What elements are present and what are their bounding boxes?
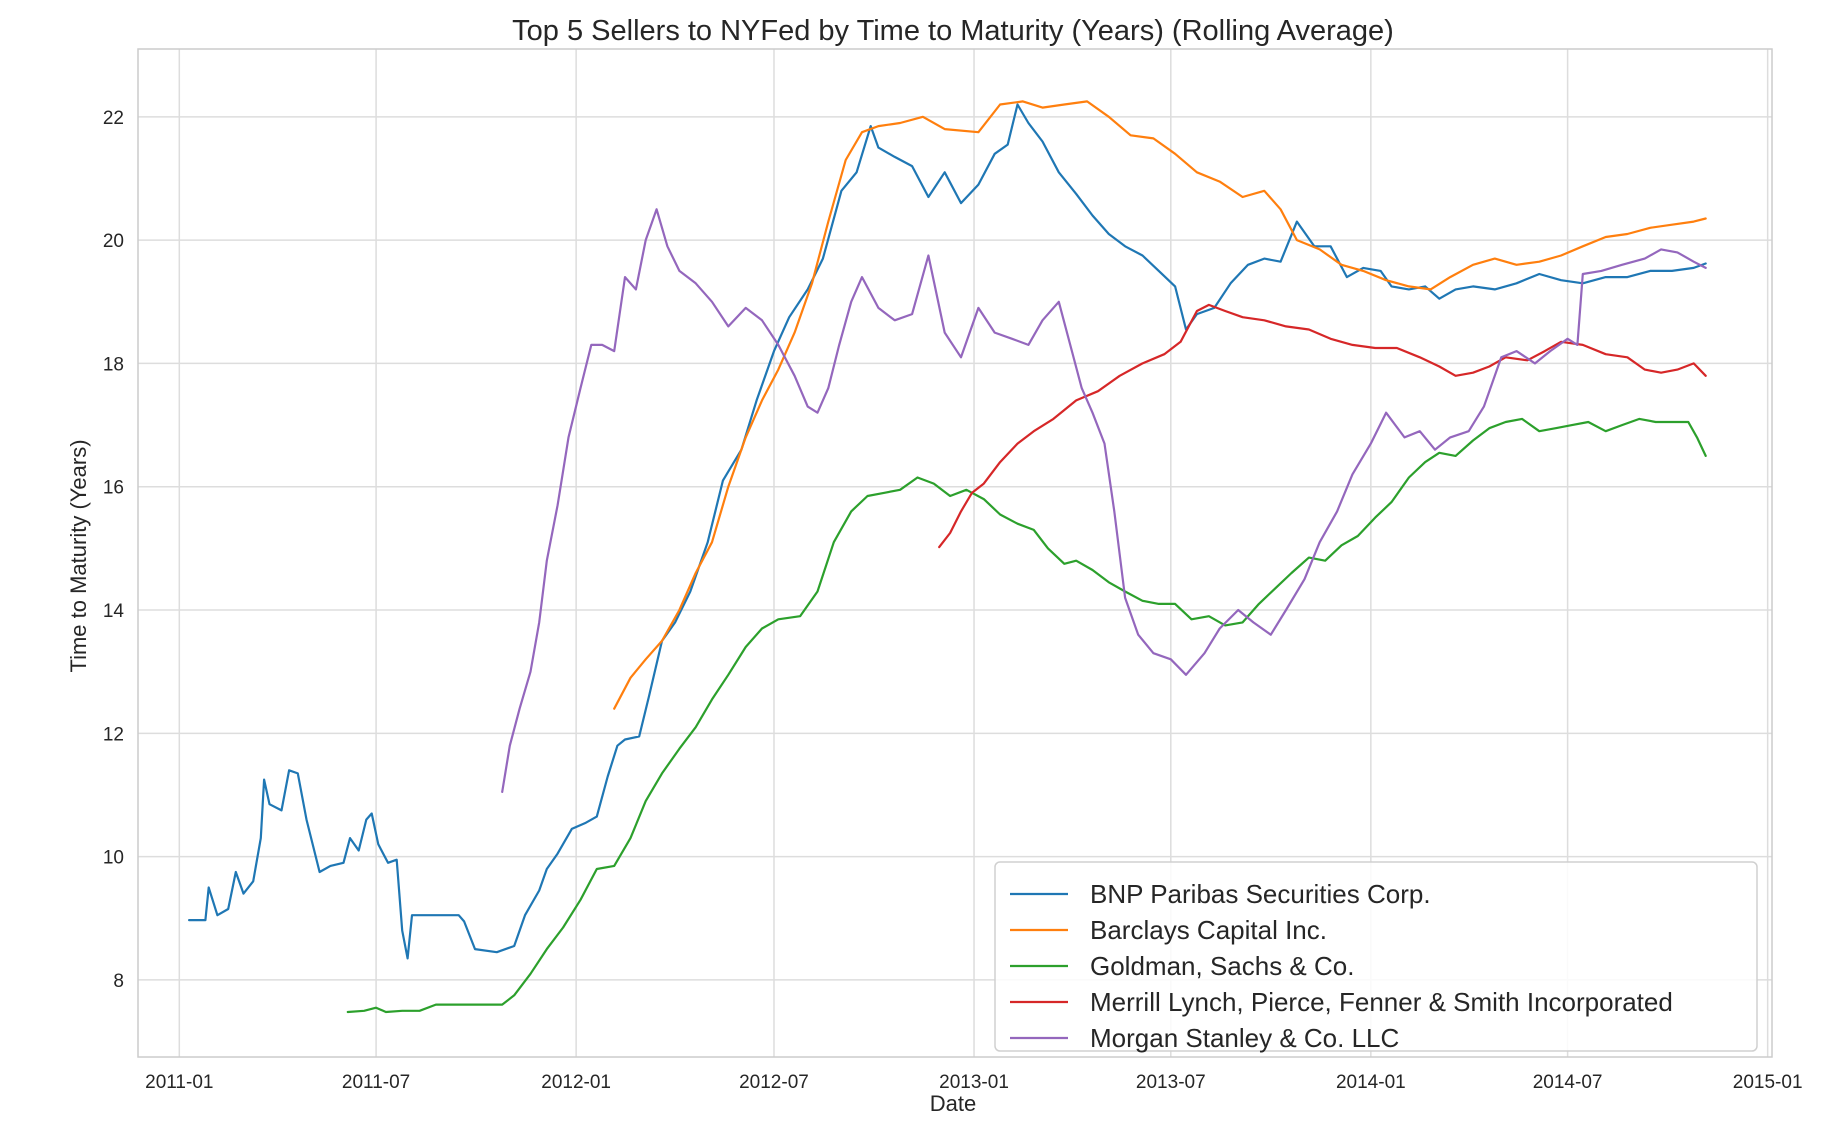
legend: BNP Paribas Securities Corp. Barclays Cap… xyxy=(994,861,1758,1053)
legend-entries: BNP Paribas Securities Corp. Barclays Cap… xyxy=(1010,879,1673,1053)
series-line-4 xyxy=(938,303,1707,549)
x-tick-label: 2013-07 xyxy=(1136,1072,1206,1093)
legend-entry: Barclays Capital Inc. xyxy=(1010,915,1327,945)
legend-label: Morgan Stanley & Co. LLC xyxy=(1090,1023,1399,1053)
x-tick-label: 2012-07 xyxy=(739,1072,809,1093)
x-tick-label: 2014-01 xyxy=(1336,1072,1406,1093)
y-tick-label: 14 xyxy=(103,601,125,622)
legend-label: Merrill Lynch, Pierce, Fenner & Smith In… xyxy=(1090,987,1673,1017)
x-tick-label: 2012-01 xyxy=(541,1072,611,1093)
y-tick-label: 8 xyxy=(113,971,124,992)
series-lines xyxy=(188,100,1707,1014)
x-tick-label: 2014-07 xyxy=(1533,1072,1603,1093)
legend-label: Goldman, Sachs & Co. xyxy=(1090,951,1354,981)
x-tick-label: 2011-07 xyxy=(342,1072,410,1093)
legend-label: BNP Paribas Securities Corp. xyxy=(1090,879,1431,909)
tick-labels: 2011-01 2011-07 2012-01 2012-07 2013-01 2013-… xyxy=(103,108,1803,1093)
x-tick-label: 2013-01 xyxy=(939,1072,1009,1093)
legend-entry: Morgan Stanley & Co. LLC xyxy=(1010,1023,1399,1053)
legend-label: Barclays Capital Inc. xyxy=(1090,915,1327,945)
legend-box xyxy=(994,861,1758,1052)
x-axis-label: Date xyxy=(930,1091,976,1116)
y-tick-label: 10 xyxy=(103,848,124,869)
x-tick-label: 2015-01 xyxy=(1733,1072,1803,1093)
series-line-5 xyxy=(501,208,1707,793)
series-line-2 xyxy=(613,100,1707,710)
plot-frame xyxy=(137,48,1773,1058)
y-tick-label: 16 xyxy=(103,478,124,499)
y-tick-label: 20 xyxy=(103,231,124,252)
legend-entry: Merrill Lynch, Pierce, Fenner & Smith In… xyxy=(1010,987,1673,1017)
chart-title: Top 5 Sellers to NYFed by Time to Maturi… xyxy=(512,15,1394,47)
series-line-3 xyxy=(346,417,1707,1014)
x-tick-label: 2011-01 xyxy=(145,1072,213,1093)
legend-entry: Goldman, Sachs & Co. xyxy=(1010,951,1354,981)
legend-entry: BNP Paribas Securities Corp. xyxy=(1010,879,1431,909)
y-axis-label: Time to Maturity (Years) xyxy=(66,439,91,672)
y-tick-label: 18 xyxy=(103,354,124,375)
y-tick-label: 12 xyxy=(103,724,124,745)
y-tick-label: 22 xyxy=(103,108,124,129)
